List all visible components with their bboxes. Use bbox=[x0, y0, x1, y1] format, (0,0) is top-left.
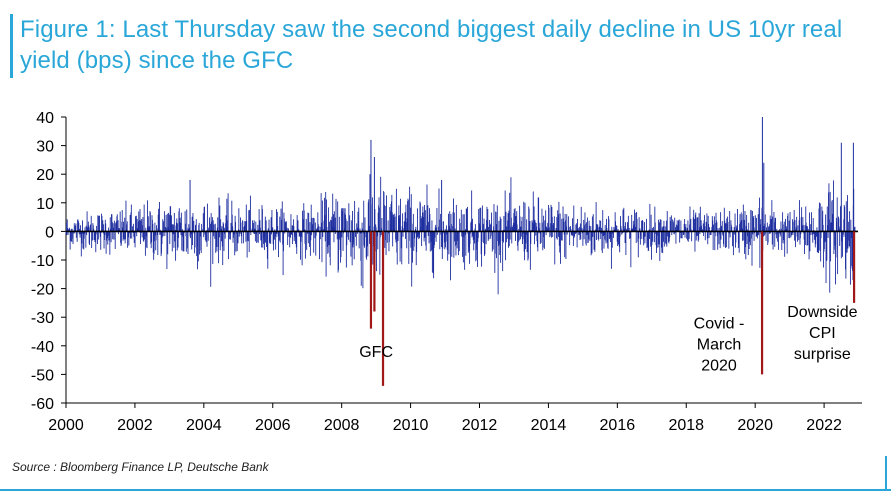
y-tick-label: -50 bbox=[31, 367, 54, 384]
right-rule bbox=[885, 456, 887, 491]
y-tick-label: 20 bbox=[36, 167, 54, 184]
y-tick-label: -30 bbox=[31, 310, 54, 327]
x-tick-label: 2004 bbox=[186, 417, 222, 434]
y-tick-label: 10 bbox=[36, 196, 54, 213]
x-tick-label: 2006 bbox=[255, 417, 291, 434]
annotation-label: CPI bbox=[809, 325, 836, 342]
bottom-rule bbox=[0, 489, 891, 491]
source-note: Source : Bloomberg Finance LP, Deutsche … bbox=[12, 460, 269, 474]
annotation-label: March bbox=[697, 337, 741, 354]
y-tick-label: 40 bbox=[36, 110, 54, 127]
x-tick-label: 2016 bbox=[600, 417, 636, 434]
y-tick-label: 30 bbox=[36, 139, 54, 156]
y-tick-label: -60 bbox=[31, 396, 54, 413]
chart-title: Figure 1: Last Thursday saw the second b… bbox=[20, 16, 843, 74]
x-tick-label: 2014 bbox=[531, 417, 567, 434]
x-tick-label: 2022 bbox=[806, 417, 842, 434]
daily-change-series bbox=[65, 117, 856, 295]
x-tick-label: 2010 bbox=[393, 417, 429, 434]
x-tick-label: 2020 bbox=[737, 417, 773, 434]
x-tick-label: 2012 bbox=[462, 417, 498, 434]
y-tick-label: -20 bbox=[31, 282, 54, 299]
y-tick-label: -10 bbox=[31, 253, 54, 270]
x-tick-label: 2008 bbox=[324, 417, 360, 434]
annotation-label: GFC bbox=[359, 344, 393, 361]
annotation-label: Covid - bbox=[694, 316, 745, 333]
y-tick-label: -40 bbox=[31, 339, 54, 356]
x-tick-label: 2002 bbox=[117, 417, 153, 434]
annotation-label: 2020 bbox=[701, 358, 737, 375]
annotation-label: surprise bbox=[794, 346, 851, 363]
annotation-label: Downside bbox=[787, 304, 857, 321]
title-accent-bar bbox=[10, 14, 13, 78]
y-tick-label: 0 bbox=[45, 224, 54, 241]
x-tick-label: 2018 bbox=[668, 417, 704, 434]
x-tick-label: 2000 bbox=[48, 417, 84, 434]
